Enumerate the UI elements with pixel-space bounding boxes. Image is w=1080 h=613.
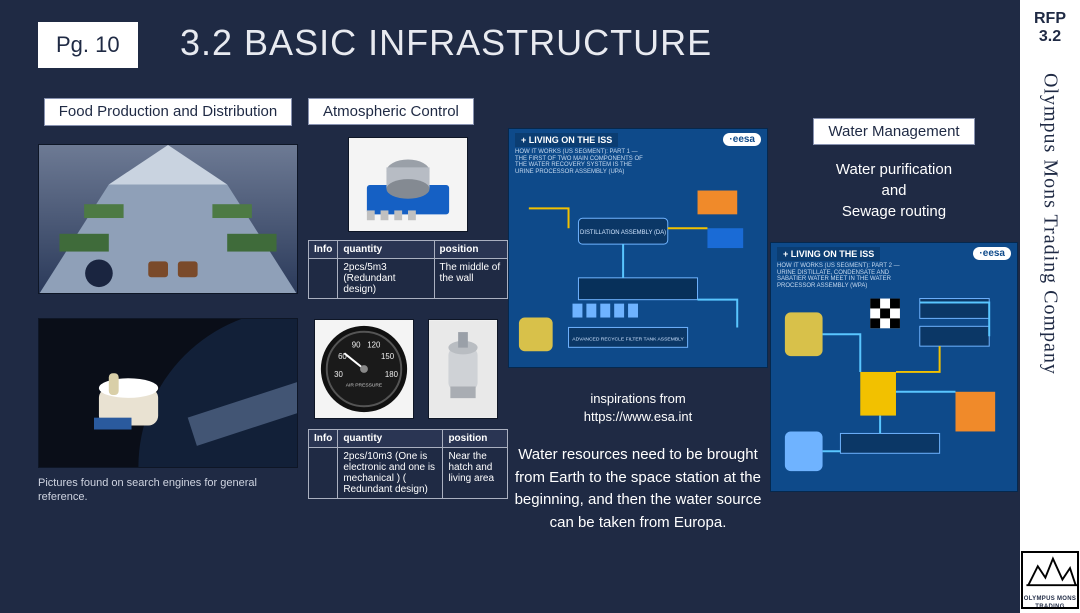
td: 2pcs/5m3 (Redundant design)	[338, 259, 434, 299]
svg-text:30: 30	[334, 370, 343, 379]
image-pressure-gauge: 30 60 90 120 150 180 AIR PRESSURE	[314, 319, 414, 419]
rfp-l2: 3.2	[1022, 28, 1078, 46]
heading-atmo: Atmospheric Control	[308, 98, 474, 125]
column-diagram-text: + LIVING ON THE ISS ·eesa HOW IT WORKS (…	[508, 128, 768, 534]
inspiration-label: inspirations from	[508, 390, 768, 408]
image-pump	[428, 319, 498, 419]
th: Info	[309, 241, 338, 259]
th: quantity	[338, 430, 443, 448]
heading-water: Water Management	[813, 118, 974, 145]
column-atmo: Atmospheric Control Info quantity positi…	[308, 98, 508, 499]
svg-text:180: 180	[385, 370, 399, 379]
slide: Pg. 10 3.2 BASIC INFRASTRUCTURE Food Pro…	[0, 0, 1080, 613]
water-sub1: Water purification	[770, 159, 1018, 180]
diagram-wpa: + LIVING ON THE ISS ·eesa HOW IT WORKS (…	[770, 242, 1018, 492]
td: The middle of the wall	[434, 259, 507, 299]
company-logo: OLYMPUS MONS TRADING COMPANY	[1021, 551, 1079, 609]
logo-l2: TRADING	[1023, 604, 1077, 609]
column-water: Water Management Water purification and …	[770, 118, 1018, 492]
svg-text:90: 90	[352, 340, 361, 349]
diagram-upa: + LIVING ON THE ISS ·eesa HOW IT WORKS (…	[508, 128, 768, 368]
heading-food: Food Production and Distribution	[44, 98, 292, 126]
image-gas-sensor	[348, 137, 468, 232]
caption-search-engines: Pictures found on search engines for gen…	[38, 476, 298, 505]
water-note: Water resources need to be brought from …	[508, 444, 768, 534]
inspiration-url: https://www.esa.int	[508, 408, 768, 426]
company-name-vertical: Olympus Mons Trading Company	[1039, 73, 1062, 551]
svg-text:150: 150	[381, 352, 395, 361]
water-sub3: Sewage routing	[770, 201, 1018, 222]
th: position	[434, 241, 507, 259]
td	[309, 259, 338, 299]
td: 2pcs/10m3 (One is electronic and one is …	[338, 448, 443, 499]
svg-text:DISTILLATION ASSEMBLY (DA): DISTILLATION ASSEMBLY (DA)	[580, 230, 666, 236]
column-food: Food Production and Distribution	[38, 98, 298, 505]
logo-l1: OLYMPUS MONS	[1023, 596, 1077, 602]
svg-text:ADVANCED RECYCLE FILTER TANK A: ADVANCED RECYCLE FILTER TANK ASSEMBLY	[572, 336, 684, 342]
svg-text:AIR PRESSURE: AIR PRESSURE	[346, 383, 383, 389]
right-rail: RFP 3.2 Olympus Mons Trading Company OLY…	[1020, 0, 1080, 613]
image-greenhouse	[38, 144, 298, 294]
th: Info	[309, 430, 338, 448]
rfp-l1: RFP	[1022, 10, 1078, 28]
td: Near the hatch and living area	[443, 448, 508, 499]
table-gauge: Info quantity position 2pcs/10m3 (One is…	[308, 429, 508, 499]
rfp-box: RFP 3.2	[1022, 10, 1078, 45]
water-sub2: and	[770, 180, 1018, 201]
slide-title: 3.2 BASIC INFRASTRUCTURE	[180, 22, 712, 64]
svg-text:120: 120	[367, 340, 381, 349]
th: quantity	[338, 241, 434, 259]
td	[309, 448, 338, 499]
table-sensor: Info quantity position 2pcs/5m3 (Redunda…	[308, 240, 508, 299]
th: position	[443, 430, 508, 448]
image-iss-food	[38, 318, 298, 468]
page-number-badge: Pg. 10	[38, 22, 138, 68]
